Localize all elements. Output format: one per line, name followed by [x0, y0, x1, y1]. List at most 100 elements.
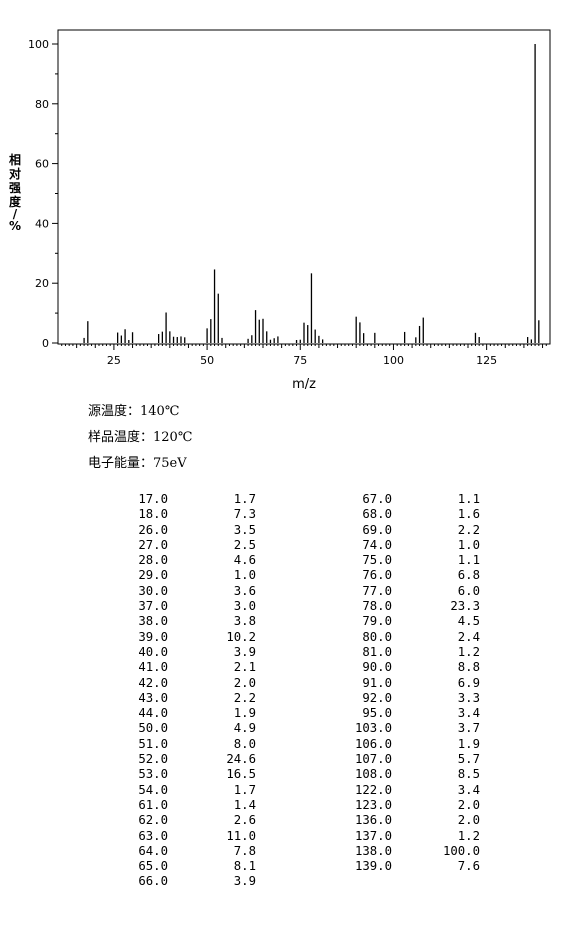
intensity-value: 1.1	[457, 553, 480, 568]
sample-temperature: 样品温度：120℃	[88, 430, 193, 445]
table-row: 80.0 2.4	[336, 630, 480, 645]
intensity-value: 2.6	[233, 813, 256, 828]
table-row: 39.0 10.2	[112, 630, 256, 645]
mz-value: 78.0	[362, 599, 392, 614]
mass-spectrum-chart: 0 20 40 60 80 100 25 50 75 100 125 m/z 相对强度/%	[9, 29, 551, 392]
table-row: 44.0 1.9	[112, 706, 256, 721]
intensity-value: 4.6	[233, 553, 256, 568]
intensity-value: 23.3	[450, 599, 480, 614]
y-tick-label: 60	[35, 158, 49, 171]
intensity-value: 2.0	[233, 675, 256, 690]
y-tick-label: 20	[35, 277, 49, 290]
intensity-value: 2.2	[233, 690, 256, 705]
intensity-value: 3.3	[457, 690, 480, 705]
mz-value: 27.0	[138, 537, 168, 552]
intensity-value: 3.7	[457, 721, 480, 736]
mz-value: 91.0	[362, 675, 392, 690]
table-row: 42.0 2.0	[112, 676, 256, 691]
mz-value: 139.0	[354, 859, 392, 874]
mz-value: 81.0	[362, 644, 392, 659]
x-tick-label: 75	[293, 354, 307, 367]
table-row: 18.0 7.3	[112, 507, 256, 522]
intensity-value: 1.9	[233, 706, 256, 721]
plot-frame	[57, 29, 551, 345]
table-row: 54.0 1.7	[112, 783, 256, 798]
mz-value: 51.0	[138, 736, 168, 751]
mz-value: 103.0	[354, 721, 392, 736]
mz-value: 61.0	[138, 797, 168, 812]
table-row: 29.0 1.0	[112, 568, 256, 583]
intensity-value: 2.2	[457, 522, 480, 537]
peak-table-left-column: 17.0 1.7 18.0 7.3 26.0 3.5 27.0 2.5 28.0 4.6 29.0 1…	[112, 492, 256, 890]
x-tick-label: 100	[383, 354, 404, 367]
intensity-value: 2.5	[233, 537, 256, 552]
table-row: 68.0 1.6	[336, 507, 480, 522]
mz-value: 28.0	[138, 553, 168, 568]
intensity-value: 1.9	[457, 736, 480, 751]
intensity-value: 7.3	[233, 507, 256, 522]
mz-value: 90.0	[362, 660, 392, 675]
x-tick-label: 50	[200, 354, 214, 367]
mz-value: 18.0	[138, 507, 168, 522]
intensity-value: 7.8	[233, 843, 256, 858]
intensity-value: 3.6	[233, 583, 256, 598]
y-tick-label: 0	[42, 337, 49, 350]
mz-value: 39.0	[138, 629, 168, 644]
mz-value: 63.0	[138, 828, 168, 843]
table-row: 38.0 3.8	[112, 614, 256, 629]
table-row: 64.0 7.8	[112, 844, 256, 859]
table-row: 138.0 100.0	[336, 844, 480, 859]
mz-value: 77.0	[362, 583, 392, 598]
mz-value: 123.0	[354, 797, 392, 812]
mz-value: 136.0	[354, 813, 392, 828]
intensity-value: 4.5	[457, 614, 480, 629]
intensity-value: 2.0	[457, 813, 480, 828]
intensity-value: 8.5	[457, 767, 480, 782]
table-row: 26.0 3.5	[112, 523, 256, 538]
mz-value: 106.0	[354, 736, 392, 751]
mz-value: 54.0	[138, 782, 168, 797]
mz-value: 38.0	[138, 614, 168, 629]
mz-value: 92.0	[362, 690, 392, 705]
y-tick-label: 40	[35, 217, 49, 230]
y-axis-title-text: 相对强度/%	[9, 152, 22, 233]
mz-value: 138.0	[354, 843, 392, 858]
table-row: 139.0 7.6	[336, 859, 480, 874]
intensity-value: 3.4	[457, 706, 480, 721]
table-row: 136.0 2.0	[336, 813, 480, 828]
mz-value: 76.0	[362, 568, 392, 583]
mz-value: 26.0	[138, 522, 168, 537]
intensity-value: 2.0	[457, 797, 480, 812]
x-axis: 25 50 75 100 125	[61, 344, 547, 367]
intensity-value: 4.9	[233, 721, 256, 736]
table-row: 79.0 4.5	[336, 614, 480, 629]
intensity-value: 1.7	[233, 492, 256, 506]
mz-value: 67.0	[362, 492, 392, 506]
spectrum-peaks	[83, 44, 540, 343]
intensity-value: 5.7	[457, 752, 480, 767]
table-row: 74.0 1.0	[336, 538, 480, 553]
mz-value: 43.0	[138, 690, 168, 705]
x-axis-title: m/z	[292, 377, 316, 392]
mz-value: 42.0	[138, 675, 168, 690]
intensity-value: 24.6	[226, 752, 256, 767]
table-row: 40.0 3.9	[112, 645, 256, 660]
x-tick-label: 125	[476, 354, 497, 367]
source-temperature: 源温度：140℃	[88, 404, 180, 419]
y-tick-label: 100	[28, 38, 49, 51]
intensity-value: 3.9	[233, 644, 256, 659]
mz-value: 137.0	[354, 828, 392, 843]
table-row: 30.0 3.6	[112, 584, 256, 599]
mz-value: 30.0	[138, 583, 168, 598]
intensity-value: 2.4	[457, 629, 480, 644]
mz-value: 17.0	[138, 492, 168, 506]
table-row: 91.0 6.9	[336, 676, 480, 691]
intensity-value: 3.9	[233, 874, 256, 889]
intensity-value: 100.0	[442, 843, 480, 858]
intensity-value: 1.1	[457, 492, 480, 506]
intensity-value: 2.1	[233, 660, 256, 675]
mz-value: 122.0	[354, 782, 392, 797]
intensity-value: 1.6	[457, 507, 480, 522]
mz-value: 62.0	[138, 813, 168, 828]
mz-value: 50.0	[138, 721, 168, 736]
